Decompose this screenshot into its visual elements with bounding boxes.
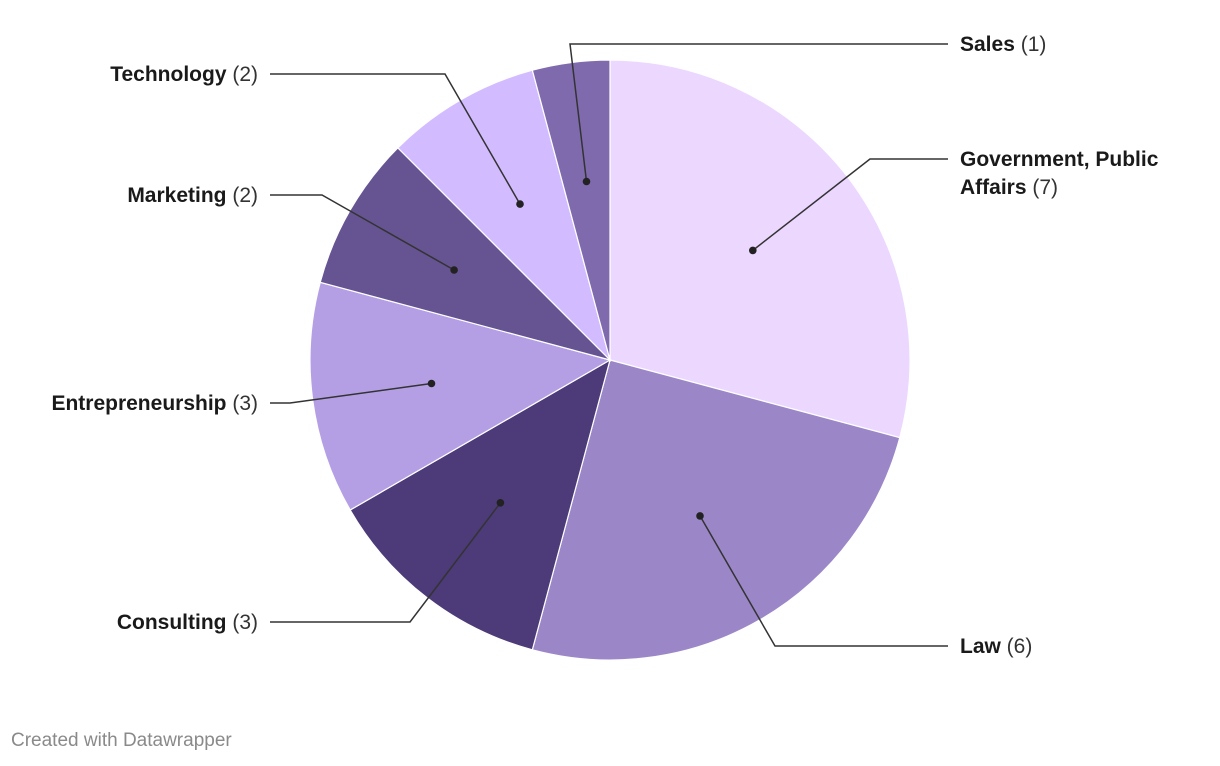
slice-label-name: Affairs bbox=[960, 176, 1027, 199]
slice-label-name: Sales bbox=[960, 33, 1015, 56]
slice-label-consulting: Consulting (3) bbox=[117, 611, 258, 634]
leader-line-consulting bbox=[270, 502, 501, 623]
slice-label-entrepreneurship: Entrepreneurship (3) bbox=[51, 392, 258, 415]
slice-label-name: Law bbox=[960, 635, 1002, 658]
slice-label-marketing: Marketing (2) bbox=[127, 184, 258, 207]
leader-line-technology bbox=[270, 73, 521, 205]
leader-line-sales bbox=[569, 43, 948, 182]
leader-dot-government-public-affairs bbox=[749, 246, 757, 255]
slice-label-count: (3) bbox=[227, 611, 259, 634]
slice-label-count: (2) bbox=[227, 184, 259, 207]
leader-line-marketing bbox=[270, 194, 455, 271]
slice-label-name: Entrepreneurship bbox=[51, 392, 226, 415]
slice-label-count: (2) bbox=[227, 63, 259, 86]
leader-dot-entrepreneurship bbox=[427, 379, 436, 388]
slice-label-name: Consulting bbox=[117, 611, 227, 634]
slice-label-count: (3) bbox=[227, 392, 259, 415]
leader-line-government-public-affairs bbox=[752, 158, 948, 251]
pie-slice-sales bbox=[531, 59, 611, 361]
slice-label-technology: Technology (2) bbox=[110, 63, 258, 86]
pie-slices bbox=[309, 59, 911, 661]
slice-label-count: (6) bbox=[1001, 635, 1033, 658]
slice-label-government-public-affairs: Government, Public Affairs (7) bbox=[960, 148, 1159, 199]
leader-line-law bbox=[699, 515, 948, 647]
leader-dot-technology bbox=[516, 200, 524, 208]
leader-dot-marketing bbox=[450, 266, 458, 274]
leader-dot-law bbox=[696, 512, 704, 520]
slice-label-law: Law (6) bbox=[960, 635, 1032, 658]
slice-label-name: Government, Public bbox=[960, 148, 1159, 171]
leader-line-entrepreneurship bbox=[270, 382, 432, 404]
leader-dot-consulting bbox=[496, 499, 505, 507]
pie-leader-lines bbox=[270, 43, 948, 647]
leader-dot-sales bbox=[582, 177, 591, 186]
slice-label-name: Technology bbox=[110, 63, 227, 86]
pie-slice-marketing bbox=[319, 147, 613, 362]
slice-label-count: (7) bbox=[1027, 176, 1059, 199]
pie-labels: Government, Public Affairs (7) Law (6) Cons… bbox=[51, 33, 1158, 658]
slice-label-name: Marketing bbox=[127, 184, 226, 207]
credit-text: Created with Datawrapper bbox=[11, 730, 232, 751]
slice-label-sales: Sales (1) bbox=[960, 33, 1046, 56]
slice-label-count: (1) bbox=[1015, 33, 1047, 56]
pie-slice-government-public-affairs bbox=[609, 59, 911, 439]
